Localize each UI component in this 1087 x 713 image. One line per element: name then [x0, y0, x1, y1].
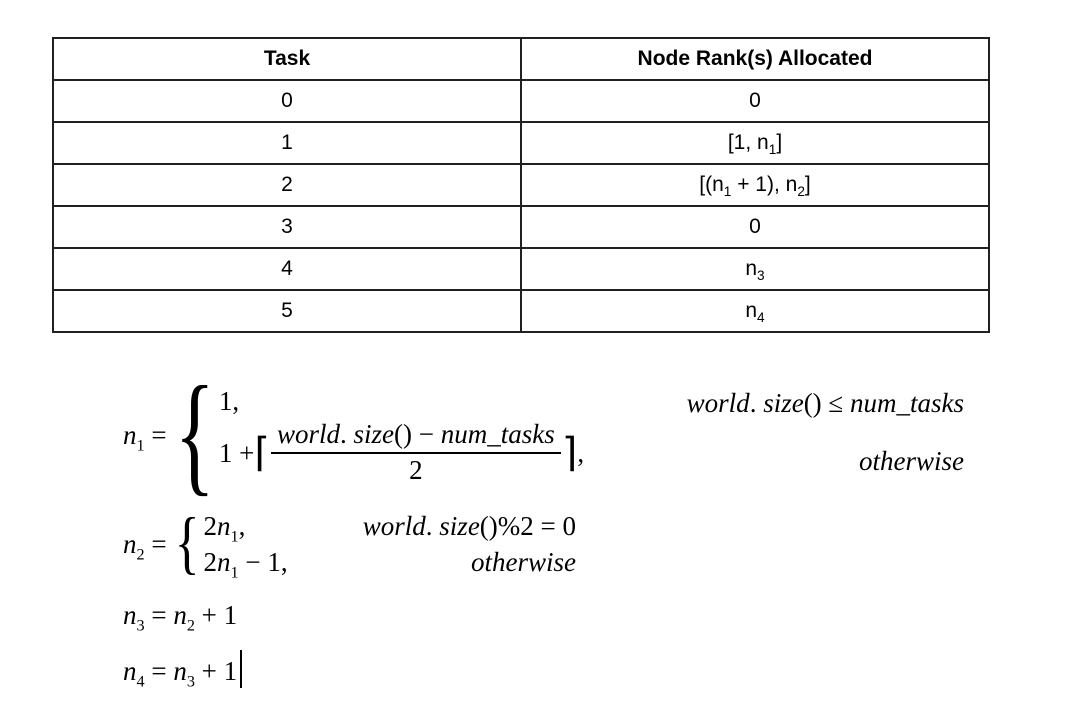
equation-n4-text: n4 = n3 + 1: [123, 656, 238, 691]
equation-n1-condition1: world. size() ≤ num_tasks: [686, 388, 964, 418]
alloc-cell: [1, n1]: [520, 121, 990, 165]
alloc-cell: n4: [520, 289, 990, 333]
alloc-cell: [(n1 + 1), n2]: [520, 163, 990, 207]
table-row: 4 n3: [52, 247, 990, 291]
task-cell: 0: [52, 79, 522, 123]
task-cell: 3: [52, 205, 522, 249]
table-row: 1 [1, n1]: [52, 121, 990, 165]
left-ceiling-bracket: ⌈: [254, 430, 270, 475]
equation-n2-case2: 2n1 − 1,: [203, 547, 288, 582]
table-row: 2 [(n1 + 1), n2]: [52, 163, 990, 207]
table-row: 3 0: [52, 205, 990, 249]
table-row: 0 0: [52, 79, 990, 123]
task-cell: 1: [52, 121, 522, 165]
col-header-node-ranks: Node Rank(s) Allocated: [520, 37, 990, 81]
task-cell: 5: [52, 289, 522, 333]
equation-n2-case1: 2n1,: [203, 511, 246, 546]
brace-glyph: {: [174, 504, 200, 582]
table-row: 5 n4: [52, 289, 990, 333]
alloc-cell: 0: [520, 79, 990, 123]
table-header-row: Task Node Rank(s) Allocated: [52, 37, 990, 81]
right-ceiling-bracket: ⌉: [561, 430, 578, 475]
left-brace: {: [175, 508, 200, 580]
equation-n1-case2: 1 + ⌈ world. size() − num_tasks 2 ⌉ ,: [219, 419, 584, 487]
task-cell: 2: [52, 163, 522, 207]
equation-n2-condition1: world. size()%2 = 0: [362, 511, 576, 541]
text-cursor: [240, 650, 243, 688]
brace-glyph: {: [174, 359, 215, 509]
alloc-cell: n3: [520, 247, 990, 291]
task-allocation-table: Task Node Rank(s) Allocated 0 0 1 [1, n1…: [52, 37, 990, 333]
left-brace: {: [175, 367, 215, 501]
task-cell: 4: [52, 247, 522, 291]
equation-n1-condition2: otherwise: [859, 446, 964, 476]
equation-n4: n4 = n3 + 1: [123, 650, 243, 691]
fraction-denominator: 2: [409, 455, 423, 485]
equation-n1-lhs: n1 =: [123, 419, 167, 454]
equation-n1-case1: 1,: [218, 386, 240, 416]
equation-n1-case2-suffix: ,: [577, 437, 585, 468]
equation-n2-cases: 2n1, 2n1 − 1,: [204, 508, 288, 580]
fraction-numerator: world. size() − num_tasks: [271, 419, 561, 454]
equation-n2-condition2: otherwise: [471, 547, 576, 577]
alloc-cell: 0: [520, 205, 990, 249]
equation-n2: n2 = { 2n1, 2n1 − 1,: [123, 508, 288, 580]
equation-n1-case2-prefix: 1 +: [218, 437, 255, 468]
col-header-task: Task: [52, 37, 522, 81]
equation-n1-cases: 1, 1 + ⌈ world. size() − num_tasks 2 ⌉ ,: [219, 383, 584, 487]
equation-n2-lhs: n2 =: [123, 528, 167, 563]
equation-n1: n1 = { 1, 1 + ⌈ world. size() − num_task…: [123, 367, 584, 501]
equation-n3: n3 = n2 + 1: [123, 600, 238, 635]
fraction: world. size() − num_tasks 2: [271, 419, 561, 487]
